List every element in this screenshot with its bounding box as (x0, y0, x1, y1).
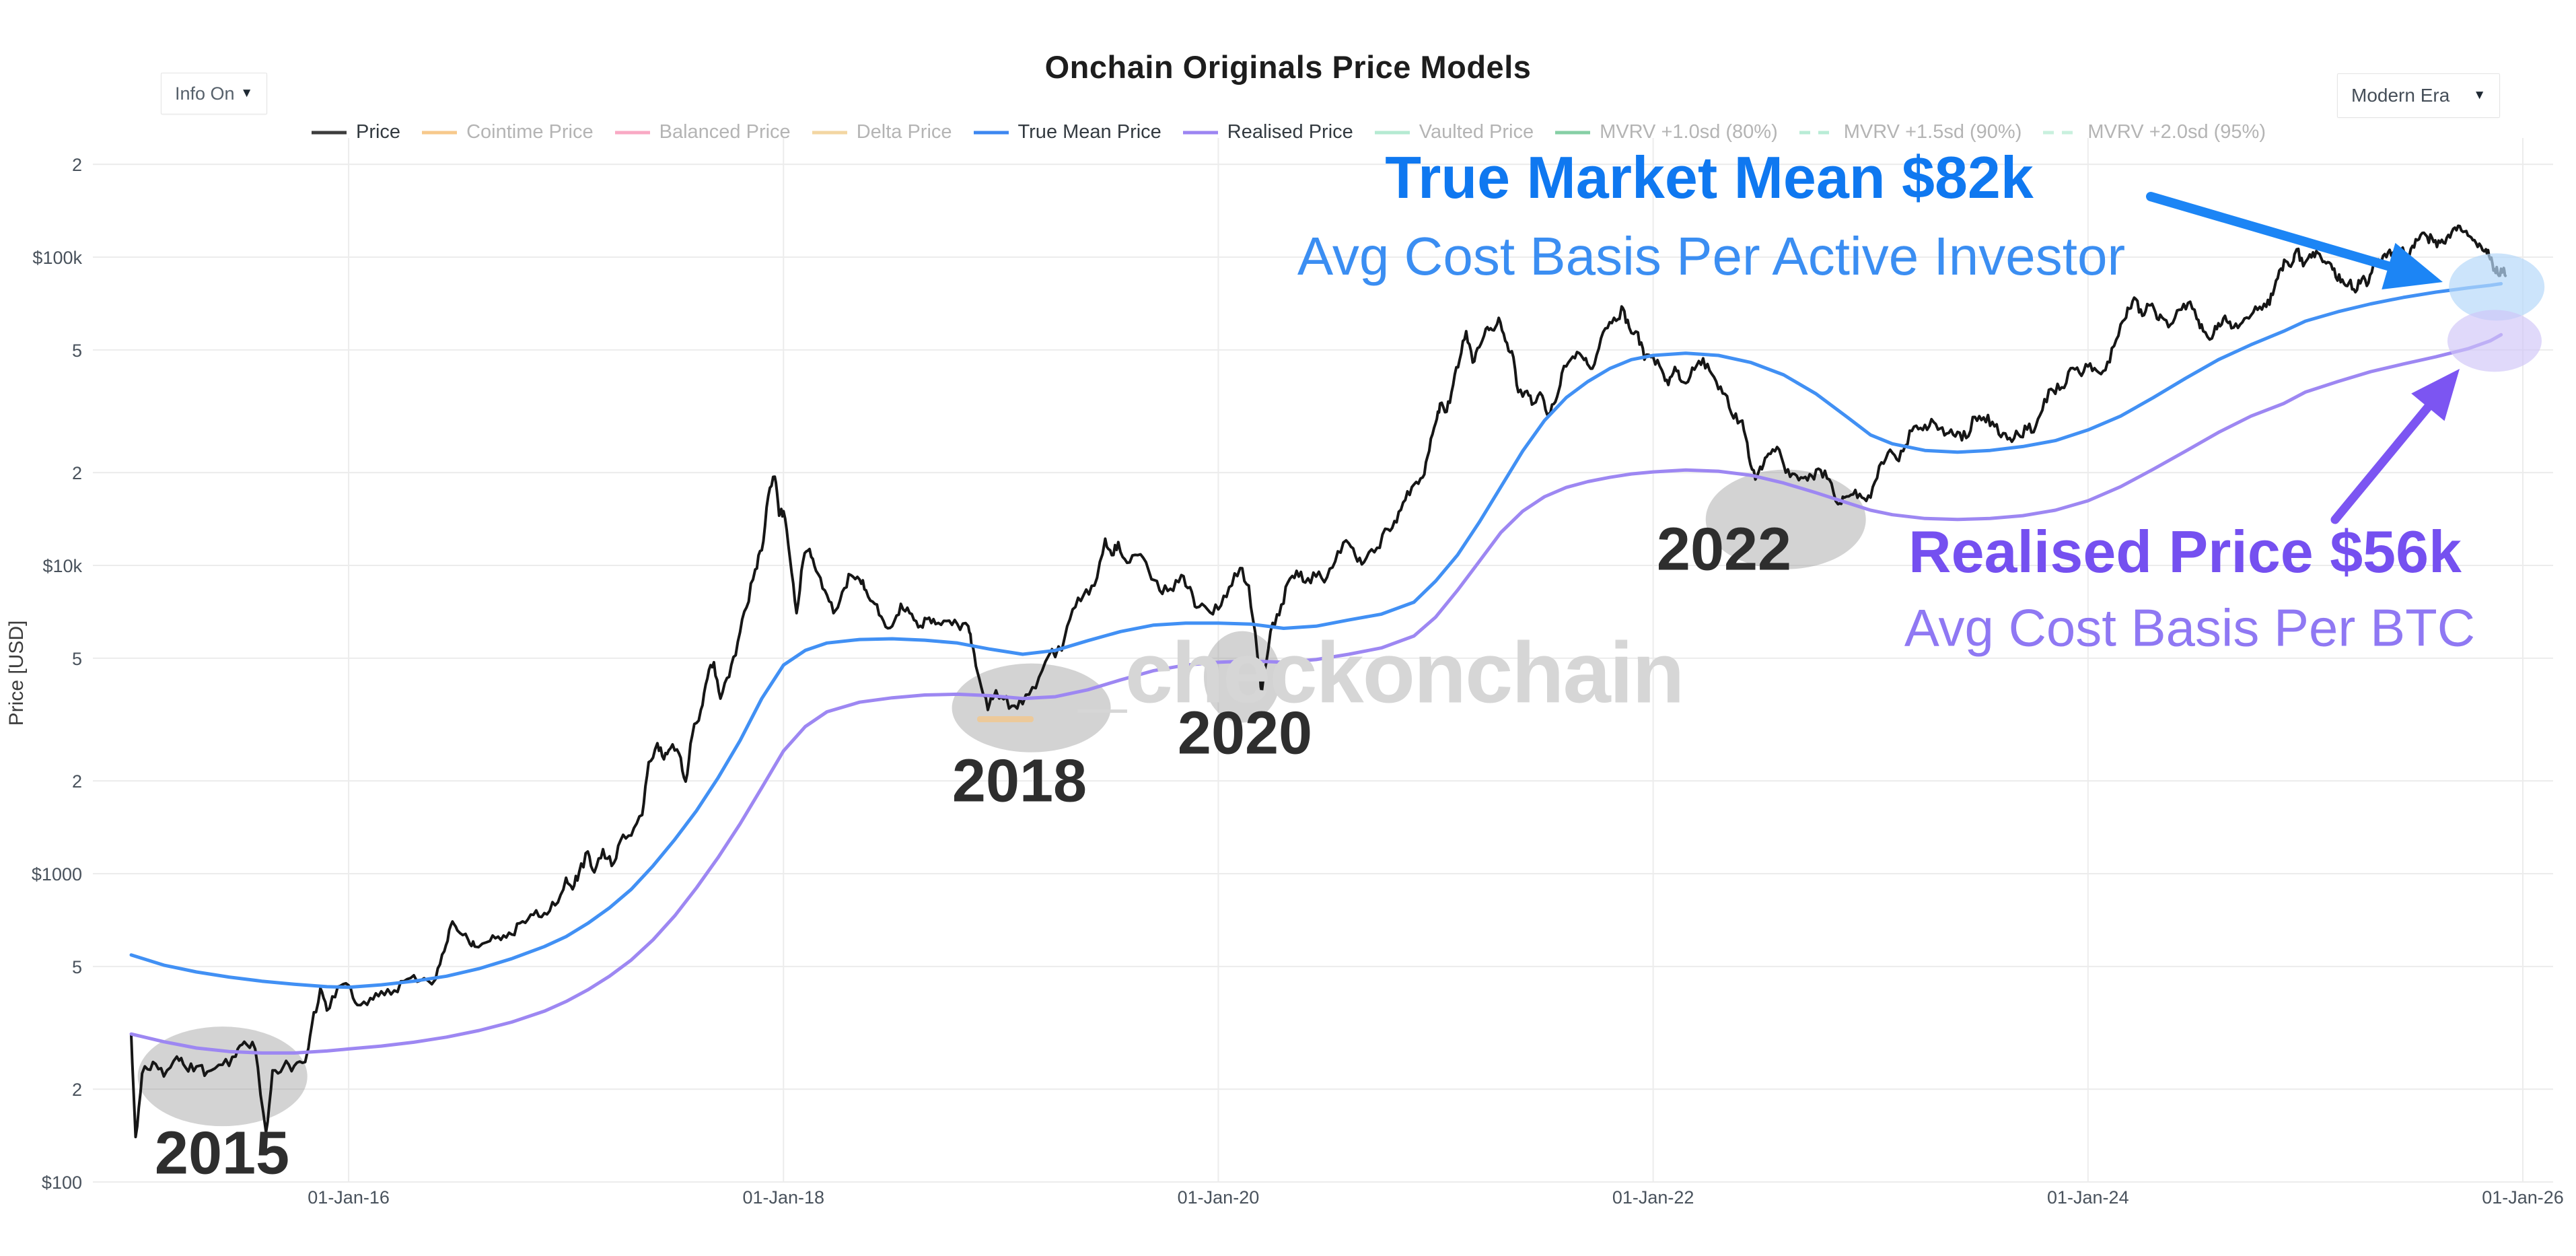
series-lines (129, 224, 2507, 1139)
y-axis-tick-label: 2 (72, 463, 82, 483)
cycle-low-label-2020: 2020 (1177, 699, 1313, 767)
legend-swatch-line-icon (973, 131, 1009, 134)
info-dropdown[interactable]: Info On ▼ (161, 73, 267, 114)
cycle-low-ellipse-2020 (1203, 631, 1281, 723)
y-axis-tick-label: 5 (72, 649, 82, 669)
legend-item-realised-price[interactable]: Realised Price (1182, 121, 1353, 143)
legend-swatch-line-icon (1182, 131, 1218, 134)
x-axis-tick-label: 01-Jan-22 (1612, 1187, 1694, 1208)
y-axis-tick-label: $10k (42, 556, 82, 576)
legend-item-balanced-price[interactable]: Balanced Price (614, 121, 791, 143)
legend-item-label: Cointime Price (466, 121, 594, 143)
y-axis-tick-label: $100 (42, 1173, 82, 1193)
y-axis-tick-label: $1000 (32, 864, 82, 884)
chevron-down-icon: ▼ (240, 86, 253, 100)
legend-swatch-line-icon (422, 131, 458, 134)
y-axis-tick-label: 2 (72, 1080, 82, 1100)
series-true-mean-price (129, 282, 2503, 989)
legend-swatch-line-icon (1374, 131, 1410, 134)
legend-item-true-mean-price[interactable]: True Mean Price (972, 121, 1161, 143)
legend-item-mvrv-1-0sd-80-[interactable]: MVRV +1.0sd (80%) (1554, 121, 1778, 143)
realised-annotation-title: Realised Price $56k (1908, 518, 2462, 585)
legend-swatch-line-icon (1555, 131, 1591, 134)
cycle-low-ellipse-2018 (952, 663, 1111, 753)
legend-item-mvrv-1-5sd-90-[interactable]: MVRV +1.5sd (90%) (1798, 121, 2022, 143)
y-axis-tick-label: 5 (72, 341, 82, 361)
delta-price-residual-segment (977, 716, 1034, 722)
gridlines (93, 138, 2553, 1183)
legend: Price Cointime Price Balanced Price Delta P… (0, 121, 2576, 143)
true-mean-arrow (2146, 192, 2443, 289)
legend-item-label: Balanced Price (659, 121, 791, 143)
legend-item-label: Delta Price (856, 121, 952, 143)
cycle-low-label-2018: 2018 (952, 747, 1087, 815)
legend-item-price[interactable]: Price (310, 121, 400, 143)
true-mean-endpoint-highlight (2449, 253, 2545, 321)
legend-swatch-line-icon (311, 131, 347, 134)
legend-swatch-line-icon (614, 131, 650, 134)
legend-item-label: MVRV +1.0sd (80%) (1600, 121, 1778, 143)
era-dropdown-label: Modern Era (2351, 85, 2450, 106)
legend-item-mvrv-2-0sd-95-[interactable]: MVRV +2.0sd (95%) (2042, 121, 2266, 143)
legend-item-delta-price[interactable]: Delta Price (811, 121, 952, 143)
legend-item-label: True Mean Price (1017, 121, 1161, 143)
legend-item-label: MVRV +1.5sd (90%) (1843, 121, 2022, 143)
series-price (130, 224, 2507, 1139)
legend-swatch-line-icon (812, 131, 847, 134)
legend-item-label: MVRV +2.0sd (95%) (2087, 121, 2266, 143)
legend-swatch-line-icon (2043, 131, 2079, 134)
legend-item-label: Price (355, 121, 401, 143)
y-axis-tick-label: 2 (72, 155, 82, 175)
x-axis-tick-label: 01-Jan-20 (1178, 1187, 1260, 1208)
legend-item-label: Realised Price (1227, 121, 1353, 143)
y-axis-tick-label: 5 (72, 957, 82, 977)
page-title: Onchain Originals Price Models (1044, 49, 1532, 85)
x-axis-tick-label: 01-Jan-24 (2047, 1187, 2129, 1208)
era-dropdown[interactable]: Modern Era ▼ (2337, 73, 2500, 118)
y-axis-title: Price [USD] (5, 621, 28, 726)
realised-arrow (2330, 369, 2460, 524)
y-axis-tick-label: 2 (72, 771, 82, 792)
realised-endpoint-highlight (2447, 310, 2542, 372)
realised-annotation-subtitle: Avg Cost Basis Per BTC (1904, 598, 2476, 658)
chevron-down-icon: ▼ (2473, 88, 2486, 102)
y-axis-tick-label: $100k (32, 248, 82, 268)
cycle-low-label-2015: 2015 (154, 1119, 290, 1187)
true-mean-annotation-title: True Market Mean $82k (1385, 144, 2034, 211)
legend-item-vaulted-price[interactable]: Vaulted Price (1373, 121, 1534, 143)
cycle-low-label-2022: 2022 (1656, 516, 1792, 584)
watermark: _checkonchain (1078, 625, 1685, 722)
x-axis-tick-label: 01-Jan-26 (2482, 1187, 2564, 1208)
legend-swatch-line-icon (1799, 131, 1834, 134)
legend-item-label: Vaulted Price (1419, 121, 1534, 143)
info-dropdown-label: Info On (175, 83, 235, 104)
legend-item-cointime-price[interactable]: Cointime Price (421, 121, 594, 143)
x-axis-tick-label: 01-Jan-18 (742, 1187, 824, 1208)
series-realised-price (129, 333, 2503, 1055)
true-mean-annotation-subtitle: Avg Cost Basis Per Active Investor (1297, 226, 2126, 286)
x-axis-tick-label: 01-Jan-16 (308, 1187, 390, 1208)
